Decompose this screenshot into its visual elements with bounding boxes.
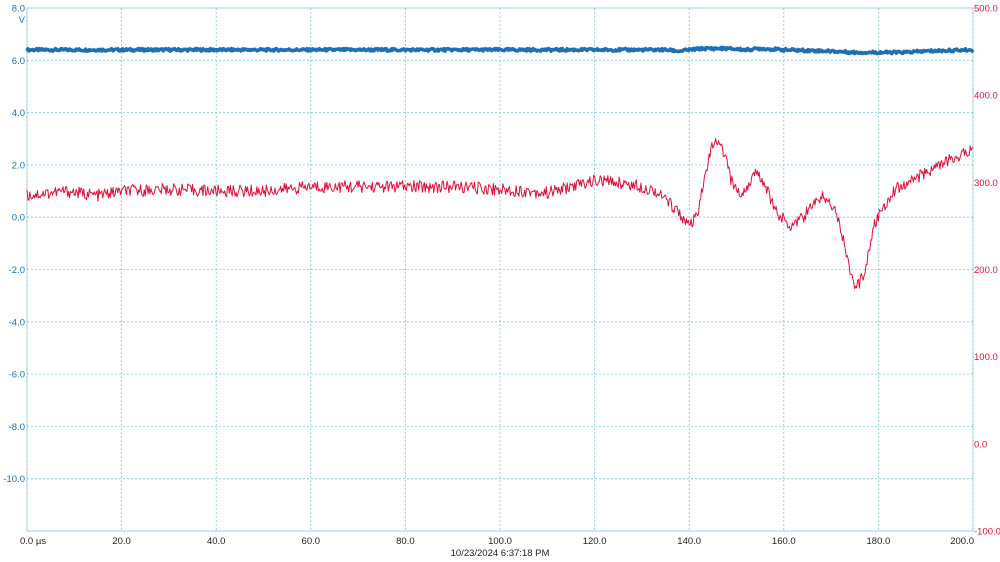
left-tick-label: -2.0 [9, 265, 25, 276]
x-tick-label: 180.0 [867, 536, 891, 547]
series-line-channel-volts [25, 45, 975, 56]
left-tick-label: -8.0 [9, 422, 25, 433]
x-tick-label: 140.0 [677, 536, 701, 547]
right-axis-unit: mV [974, 0, 989, 2]
series-line-channel-millivolts [26, 138, 974, 290]
series-layer [25, 45, 975, 290]
left-tick-label: 4.0 [12, 108, 25, 119]
left-tick-label: 0.0 [12, 213, 25, 224]
x-tick-label: 120.0 [583, 536, 607, 547]
left-tick-label: 8.0 [12, 4, 25, 15]
x-tick-label: 40.0 [207, 536, 226, 547]
right-axis: mV 500.0 400.0 300.0 200.0 100.0 0.0 -100.0 [974, 0, 1000, 538]
x-tick-label: 160.0 [772, 536, 796, 547]
x-tick-label: 60.0 [302, 536, 321, 547]
right-tick-label: 0.0 [974, 439, 987, 450]
grid-lines [26, 7, 974, 532]
capture-timestamp: 10/23/2024 6:37:18 PM [450, 548, 550, 559]
left-tick-label: -4.0 [9, 317, 25, 328]
left-axis-unit: V [19, 15, 26, 26]
x-tick-label: 100.0 [488, 536, 512, 547]
x-tick-label: 80.0 [396, 536, 415, 547]
right-tick-label: 200.0 [974, 265, 998, 276]
x-tick-label: 200.0 [950, 536, 974, 547]
left-axis: V 8.0 6.0 4.0 2.0 0.0 -2.0 -4.0 -6.0 -8.0 -10.0 [3, 4, 25, 486]
x-tick-label: 20.0 [112, 536, 131, 547]
right-tick-label: 400.0 [974, 91, 998, 102]
left-tick-label: -6.0 [9, 370, 25, 381]
x-tick-label: 0.0 µs [20, 536, 46, 547]
x-axis: 0.0 µs 20.0 40.0 60.0 80.0 100.0 120.0 140.0 160… [20, 536, 974, 547]
right-tick-label: 100.0 [974, 352, 998, 363]
left-tick-label: 2.0 [12, 160, 25, 171]
right-tick-label: 300.0 [974, 178, 998, 189]
right-tick-label: 500.0 [974, 4, 998, 15]
right-tick-label: -100.0 [974, 527, 1000, 538]
left-tick-label: 6.0 [12, 56, 25, 67]
left-tick-label: -10.0 [3, 474, 25, 485]
